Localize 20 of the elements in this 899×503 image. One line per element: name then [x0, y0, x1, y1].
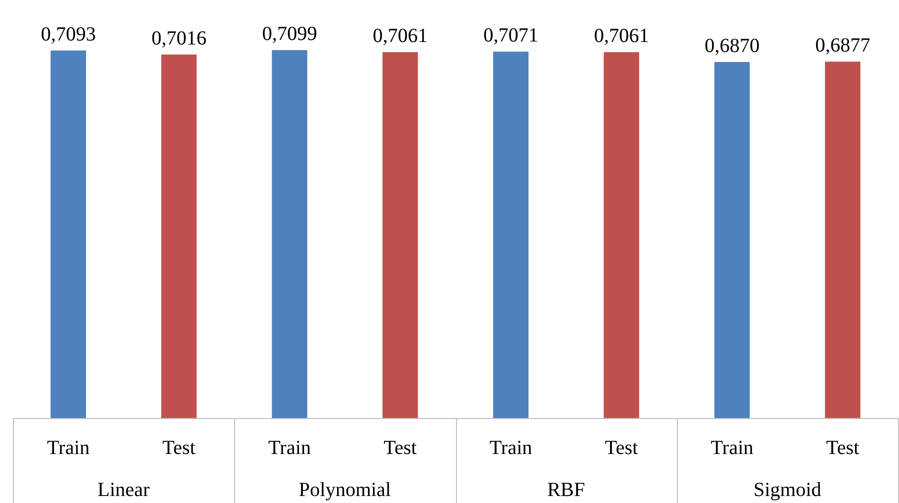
series-label: Train: [47, 437, 90, 459]
text: Train: [268, 437, 311, 459]
x-tick-label: RBF: [547, 479, 586, 501]
text: Test: [604, 437, 638, 459]
data-label: 0,7071: [483, 24, 538, 47]
data-label: 0,7061: [594, 25, 649, 48]
text: Test: [826, 437, 860, 459]
x-tick-label: Sigmoid: [753, 479, 822, 501]
x-tick-label: Polynomial: [298, 479, 392, 501]
text: Test: [384, 437, 417, 459]
data-label: 0,7016: [151, 27, 206, 50]
text: Train: [710, 437, 754, 459]
x-tick-label: Linear: [98, 479, 150, 501]
series-label: Test: [162, 437, 196, 459]
data-label: 0,7099: [262, 23, 318, 46]
data-label: 0,7093: [40, 23, 96, 46]
data-label: 0,6877: [815, 34, 870, 57]
data-label: 0,6870: [704, 35, 760, 58]
data-label: 0,7061: [372, 25, 428, 48]
text: Train: [490, 437, 532, 459]
